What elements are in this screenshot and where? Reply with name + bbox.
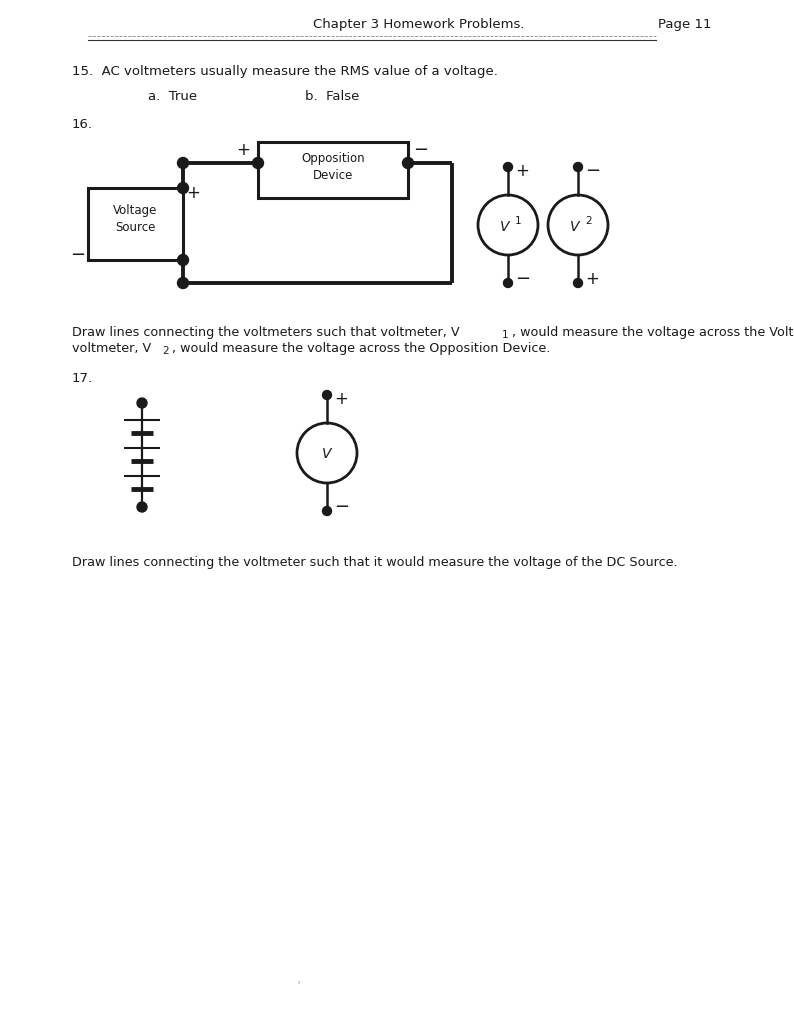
Text: 2: 2 — [585, 216, 592, 226]
Text: 2: 2 — [162, 346, 168, 356]
Text: −: − — [515, 270, 530, 288]
Circle shape — [503, 163, 512, 171]
Text: −: − — [70, 246, 85, 264]
Text: voltmeter, V: voltmeter, V — [72, 342, 151, 355]
Text: −: − — [585, 162, 600, 180]
Text: Chapter 3 Homework Problems.: Chapter 3 Homework Problems. — [313, 18, 525, 31]
Circle shape — [403, 158, 414, 169]
Text: b.  False: b. False — [305, 90, 360, 103]
Circle shape — [322, 507, 332, 515]
Text: Draw lines connecting the voltmeters such that voltmeter, V: Draw lines connecting the voltmeters suc… — [72, 326, 460, 339]
Text: Page 11: Page 11 — [658, 18, 711, 31]
Text: V: V — [322, 447, 332, 461]
Text: +: + — [585, 270, 599, 288]
Text: +: + — [186, 184, 200, 202]
Circle shape — [178, 278, 188, 289]
Circle shape — [503, 279, 512, 288]
Circle shape — [322, 390, 332, 399]
Circle shape — [573, 279, 583, 288]
Text: , would measure the voltage across the Voltage Source  and: , would measure the voltage across the V… — [508, 326, 794, 339]
Text: V: V — [570, 220, 580, 234]
Circle shape — [137, 398, 147, 408]
Text: −: − — [413, 141, 428, 159]
Text: Draw lines connecting the voltmeter such that it would measure the voltage of th: Draw lines connecting the voltmeter such… — [72, 556, 677, 569]
Circle shape — [178, 182, 188, 194]
Bar — [258, 142, 408, 198]
Text: V: V — [500, 220, 510, 234]
Bar — [88, 188, 183, 260]
Text: , would measure the voltage across the Opposition Device.: , would measure the voltage across the O… — [168, 342, 550, 355]
Text: Opposition
Device: Opposition Device — [301, 152, 364, 182]
Text: 16.: 16. — [72, 118, 93, 131]
Circle shape — [178, 158, 188, 169]
Text: −: − — [334, 498, 349, 516]
Text: ʼ: ʼ — [297, 980, 301, 993]
Text: 17.: 17. — [72, 372, 93, 385]
Text: +: + — [515, 162, 529, 180]
Text: 1: 1 — [502, 330, 509, 340]
Text: 1: 1 — [515, 216, 522, 226]
Circle shape — [252, 158, 264, 169]
Text: a.  True: a. True — [148, 90, 197, 103]
Circle shape — [178, 255, 188, 265]
Circle shape — [137, 502, 147, 512]
Text: +: + — [236, 141, 250, 159]
Circle shape — [573, 163, 583, 171]
Text: +: + — [334, 390, 348, 408]
Text: 15.  AC voltmeters usually measure the RMS value of a voltage.: 15. AC voltmeters usually measure the RM… — [72, 65, 498, 78]
Text: Voltage
Source: Voltage Source — [114, 204, 158, 234]
